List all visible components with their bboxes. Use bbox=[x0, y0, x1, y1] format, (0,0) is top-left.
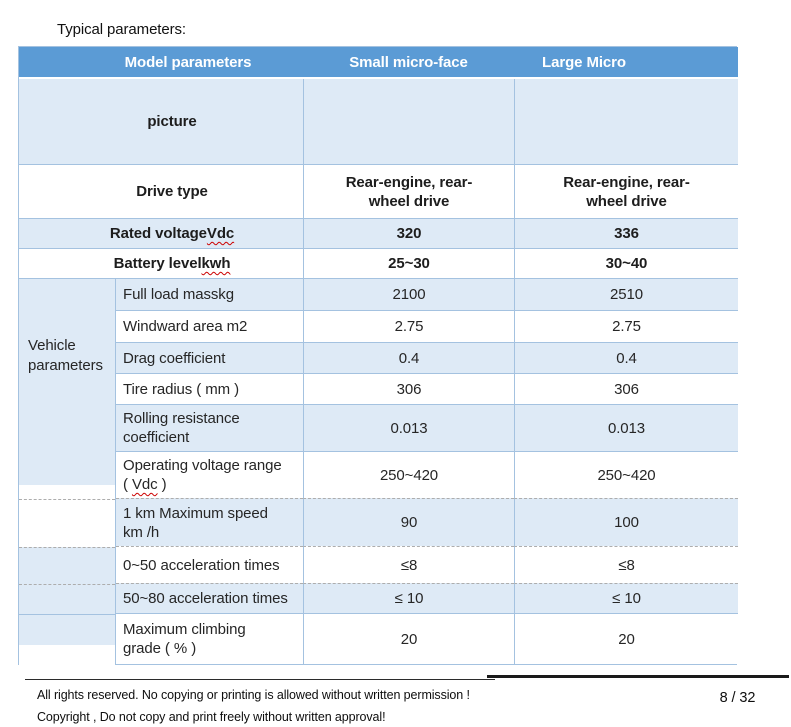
drive-type-small: Rear-engine, rear- wheel drive bbox=[303, 164, 514, 218]
picture-cell-small bbox=[303, 79, 514, 164]
param-label-operating-voltage-range: Operating voltage range ( Vdc ) bbox=[116, 451, 303, 498]
spanner-segment bbox=[19, 584, 115, 614]
rated-voltage-label-text: Rated voltage bbox=[109, 225, 207, 242]
operating-voltage-label-text: Operating voltage range ( Vdc ) bbox=[123, 456, 282, 494]
rated-voltage-label: Rated voltage Vdc bbox=[19, 218, 303, 248]
param-value: 2510 bbox=[514, 278, 738, 310]
label-post: ) bbox=[157, 476, 167, 493]
param-value: 20 bbox=[514, 613, 738, 664]
param-value: 100 bbox=[514, 498, 738, 546]
spanner-segment bbox=[19, 485, 115, 499]
header-cell-small-micro-face: Small micro-face bbox=[303, 47, 514, 79]
label-pre: Operating voltage range ( bbox=[123, 457, 282, 493]
param-value: 2100 bbox=[303, 278, 514, 310]
model-parameters-table: Model parameters Small micro-face Large … bbox=[18, 46, 738, 665]
header-cell-model-parameters: Model parameters bbox=[19, 47, 303, 79]
param-value: 0.4 bbox=[514, 342, 738, 373]
param-value: 250~420 bbox=[303, 451, 514, 498]
copyright-notice: All rights reserved. No copying or print… bbox=[37, 684, 470, 727]
page-title: Typical parameters: bbox=[57, 21, 186, 38]
page-number: 8 / 32 bbox=[719, 690, 756, 706]
param-value: 2.75 bbox=[303, 310, 514, 342]
rated-voltage-unit: Vdc bbox=[206, 225, 235, 242]
param-label-max-climbing-grade: Maximum climbing grade ( % ) bbox=[116, 613, 303, 664]
spanner-segment bbox=[19, 614, 115, 645]
battery-level-large: 30~40 bbox=[514, 248, 738, 278]
rated-voltage-large: 336 bbox=[514, 218, 738, 248]
copyright-line-1: All rights reserved. No copying or print… bbox=[37, 688, 470, 702]
battery-level-label-text: Battery level bbox=[113, 255, 202, 272]
battery-level-label: Battery level kwh bbox=[19, 248, 303, 278]
param-label-drag-coefficient: Drag coefficient bbox=[116, 342, 303, 373]
param-label-0-50-acceleration: 0~50 acceleration times bbox=[116, 546, 303, 583]
param-label-full-load-mass: Full load masskg bbox=[116, 278, 303, 310]
param-value: 2.75 bbox=[514, 310, 738, 342]
param-value: 20 bbox=[303, 613, 514, 664]
rated-voltage-small: 320 bbox=[303, 218, 514, 248]
spanner-segment bbox=[19, 645, 115, 665]
param-label-tire-radius: Tire radius ( mm ) bbox=[116, 373, 303, 404]
param-value: 250~420 bbox=[514, 451, 738, 498]
vehicle-parameters-label: Vehicle parameters bbox=[19, 279, 115, 485]
vehicle-parameters-spanner: Vehicle parameters bbox=[19, 278, 116, 665]
param-value: ≤8 bbox=[303, 546, 514, 583]
param-label-windward-area: Windward area m2 bbox=[116, 310, 303, 342]
battery-level-unit: kwh bbox=[201, 255, 231, 272]
param-value: 306 bbox=[303, 373, 514, 404]
battery-level-small: 25~30 bbox=[303, 248, 514, 278]
param-value: 306 bbox=[514, 373, 738, 404]
param-value: 0.013 bbox=[514, 404, 738, 451]
param-value: 90 bbox=[303, 498, 514, 546]
param-value: ≤ 10 bbox=[303, 583, 514, 613]
param-value: 0.013 bbox=[303, 404, 514, 451]
drive-type-large: Rear-engine, rear- wheel drive bbox=[514, 164, 738, 218]
footer-rule-right bbox=[487, 675, 789, 678]
param-value: ≤8 bbox=[514, 546, 738, 583]
header-cell-large-micro: Large Micro bbox=[514, 47, 738, 79]
label-unit: Vdc bbox=[131, 476, 158, 493]
footer-rule-left bbox=[25, 679, 495, 680]
param-value: ≤ 10 bbox=[514, 583, 738, 613]
param-label-rolling-resistance: Rolling resistance coefficient bbox=[116, 404, 303, 451]
param-label-50-80-acceleration: 50~80 acceleration times bbox=[116, 583, 303, 613]
picture-cell-large bbox=[514, 79, 738, 164]
spanner-segment bbox=[19, 499, 115, 547]
param-label-max-speed: 1 km Maximum speed km /h bbox=[116, 498, 303, 546]
drive-type-label: Drive type bbox=[19, 164, 303, 218]
spanner-segment bbox=[19, 547, 115, 584]
copyright-line-2: Copyright , Do not copy and print freely… bbox=[37, 710, 386, 724]
picture-row-label: picture bbox=[19, 79, 303, 164]
param-value: 0.4 bbox=[303, 342, 514, 373]
